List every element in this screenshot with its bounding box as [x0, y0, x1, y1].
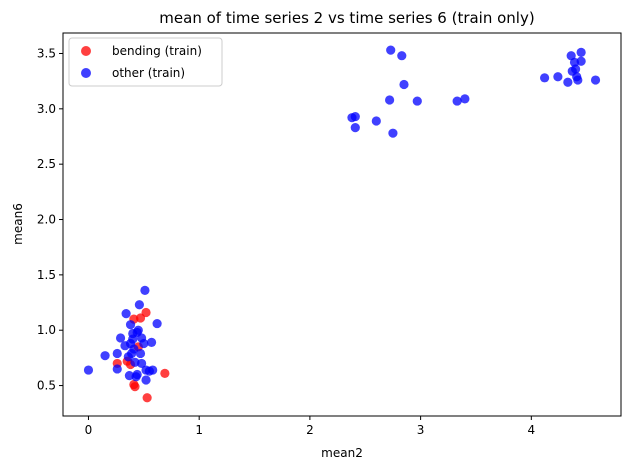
data-point-other [125, 320, 136, 330]
data-point-other [371, 116, 381, 126]
data-point-other [141, 375, 151, 385]
chart-title: mean of time series 2 vs time series 6 (… [159, 9, 534, 27]
y-tick-label: 0.5 [37, 379, 56, 393]
data-point-other [452, 96, 462, 106]
data-point-other [125, 338, 136, 349]
data-point-other [137, 333, 147, 343]
data-point-other [127, 348, 137, 359]
y-tick-label: 1.0 [37, 323, 56, 337]
x-tick-label: 4 [528, 423, 536, 437]
data-point-other [573, 75, 583, 85]
y-axis-label: mean6 [11, 203, 25, 245]
data-points [83, 45, 601, 403]
data-point-other [350, 123, 360, 133]
data-point-other [112, 348, 122, 359]
data-point-other [121, 309, 131, 319]
data-point-other [388, 128, 398, 138]
data-point-other [115, 333, 126, 343]
data-point-other [553, 72, 563, 82]
data-point-other [540, 73, 550, 83]
data-point-other [146, 337, 157, 347]
data-point-other [133, 325, 143, 335]
data-point-bending [141, 307, 151, 318]
y-tick-label: 1.5 [37, 268, 56, 282]
data-point-other [590, 75, 601, 85]
data-point-other [350, 111, 360, 122]
legend-label-bending: bending (train) [112, 44, 202, 58]
data-point-other [152, 318, 162, 329]
data-point-bending [160, 368, 170, 378]
data-point-other [563, 77, 573, 87]
data-point-other [83, 365, 94, 375]
data-point-bending [130, 382, 140, 392]
data-point-bending [142, 393, 152, 403]
data-point-other [576, 56, 586, 66]
data-point-other [134, 300, 144, 310]
data-point-other [460, 94, 470, 104]
y-tick-label: 2.5 [37, 157, 56, 171]
y-tick-label: 2.0 [37, 213, 56, 227]
y-tick-label: 3.5 [37, 46, 56, 60]
data-point-other [100, 351, 110, 361]
data-point-other [397, 51, 407, 61]
legend-marker-other [81, 68, 91, 78]
legend-label-other: other (train) [112, 66, 185, 80]
x-tick-label: 0 [85, 423, 93, 437]
data-point-other [412, 96, 422, 106]
axis-ticks: 0 1 2 3 4 0.5 1.0 1.5 2.0 2.5 3.0 3.5 [37, 46, 535, 437]
legend-marker-bending [81, 46, 91, 56]
data-point-other [399, 79, 409, 90]
x-tick-label: 3 [417, 423, 425, 437]
x-axis-label: mean2 [321, 446, 363, 460]
data-point-other [135, 348, 146, 359]
legend: bending (train) other (train) [68, 37, 223, 87]
x-tick-label: 2 [306, 423, 314, 437]
plot-frame [62, 32, 622, 417]
x-tick-label: 1 [195, 423, 203, 437]
data-point-other [571, 64, 581, 74]
data-point-other [576, 47, 586, 57]
data-point-other [140, 285, 150, 295]
legend-frame [68, 37, 223, 87]
y-tick-label: 3.0 [37, 102, 56, 116]
data-point-other [112, 364, 122, 374]
data-point-other [385, 95, 395, 105]
data-point-other [132, 369, 142, 380]
data-point-other [144, 366, 154, 376]
data-point-other [386, 45, 396, 55]
data-point-other [137, 358, 147, 369]
